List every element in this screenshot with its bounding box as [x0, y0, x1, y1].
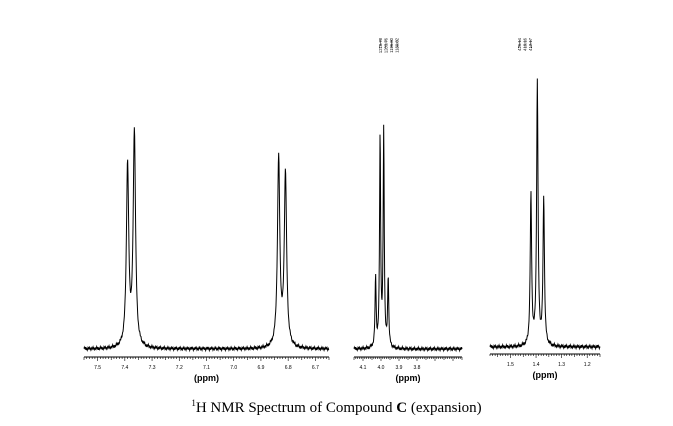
panel-aromatic: 7.5 7.4 7.3 7.2 7.1 7.0 6.9 6.8 6.7 (ppm)	[83, 127, 330, 383]
tick-label: 1.5	[507, 362, 514, 368]
axis-label-ppm: (ppm)	[533, 370, 558, 380]
tick-label: 3.8	[414, 365, 421, 371]
spectrum-trace	[353, 124, 463, 353]
tick-label: 1.2	[584, 362, 591, 368]
peak-apex	[375, 278, 376, 280]
peak-frequency-label: 1210.78	[378, 37, 383, 53]
tick-label: 4.1	[360, 365, 367, 371]
tick-label: 7.5	[94, 365, 101, 371]
peak-apex	[536, 83, 538, 85]
panel-methylene: 4.1 4.0 3.9 3.8(ppm)1210.78 1203.76 1196.80 11…	[353, 37, 463, 383]
caption-suffix: (expansion)	[407, 400, 482, 416]
tick-label: 6.9	[257, 365, 264, 371]
peak-leader-line	[396, 40, 399, 49]
peak-leader-line	[518, 40, 520, 49]
peak-apex	[530, 196, 532, 198]
spectrum-trace	[489, 78, 601, 351]
peak-leader-line	[530, 40, 532, 49]
peak-apex	[133, 132, 135, 134]
tick-label: 7.4	[121, 365, 128, 371]
tick-label: 7.0	[230, 365, 237, 371]
caption-superscript: 1	[191, 398, 196, 408]
panel-methyl: 1.5 1.4 1.3 1.2(ppm)426.14 419.16 412.17	[489, 37, 601, 380]
peak-apex	[127, 167, 128, 169]
peak-apex	[379, 137, 381, 139]
axis-label-ppm: (ppm)	[194, 373, 219, 383]
caption-compound: C	[396, 400, 408, 416]
tick-label: 1.4	[533, 362, 540, 368]
tick-label: 4.0	[378, 365, 385, 371]
peak-frequency-label: 1189.82	[395, 37, 400, 52]
tick-label: 6.7	[312, 365, 319, 371]
tick-label: 3.9	[396, 365, 403, 371]
peak-leader-line	[379, 40, 381, 49]
peak-apex	[285, 175, 286, 177]
peak-apex	[543, 199, 545, 201]
peak-apex	[387, 278, 389, 280]
tick-label: 7.3	[149, 365, 156, 371]
peak-apex	[383, 132, 385, 134]
peak-apex	[278, 160, 280, 162]
tick-label: 1.3	[558, 362, 565, 368]
figure-caption: 1H NMR Spectrum of Compound C (expansion…	[0, 398, 673, 417]
caption-text: H NMR Spectrum of Compound	[195, 400, 397, 416]
spectrum-trace	[83, 127, 330, 353]
axis-label-ppm: (ppm)	[396, 373, 421, 383]
tick-label: 7.2	[176, 365, 183, 371]
tick-label: 6.8	[285, 365, 292, 371]
tick-label: 7.1	[203, 365, 210, 371]
